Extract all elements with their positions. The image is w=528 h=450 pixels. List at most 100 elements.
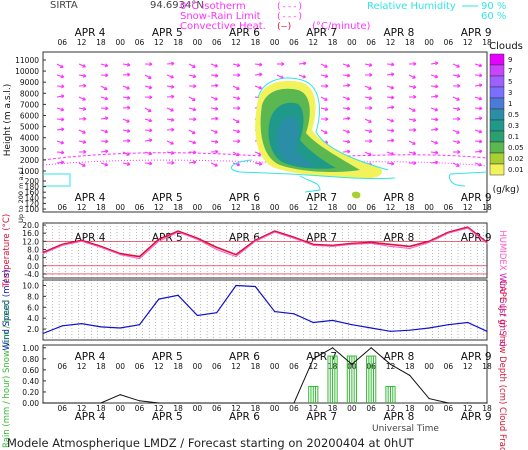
hour-tick-label: 12	[463, 362, 473, 371]
wind-arrow	[100, 140, 109, 143]
wind-arrow-head	[456, 142, 460, 145]
y-axis-label: Wind Speed (m / s)	[2, 269, 12, 350]
wind-arrow-head	[171, 162, 175, 165]
wind-arrow	[254, 162, 262, 165]
wind-arrow-head	[369, 107, 373, 111]
hour-tick-label: 06	[58, 404, 68, 413]
clouds-legend-swatch	[489, 97, 505, 110]
wind-arrow	[232, 162, 240, 166]
wind-speed-point	[312, 321, 314, 324]
y-tick-label: 1.00	[22, 344, 39, 353]
wind-arrow	[452, 140, 460, 144]
wind-arrow-head	[193, 118, 197, 122]
legend-conv-line: (—)	[276, 22, 292, 32]
wind-arrow	[320, 63, 328, 68]
clouds-legend-swatch	[489, 119, 505, 132]
hour-tick-label: 12	[154, 203, 164, 212]
wind-arrow-head	[456, 108, 461, 111]
date-label: APR 9	[461, 411, 492, 423]
temperature-point	[467, 226, 469, 228]
wind-arrow-head	[435, 95, 439, 99]
wind-arrow-head	[61, 95, 65, 99]
wind-arrow	[122, 63, 130, 66]
rh-contour	[230, 159, 396, 180]
hour-tick-label: 12	[308, 203, 318, 212]
wind-arrow	[364, 151, 372, 156]
wind-arrow-head	[390, 87, 394, 90]
wind-arrow-head	[413, 63, 417, 66]
wind-arrow	[78, 96, 86, 101]
wind-arrow	[408, 118, 416, 122]
wind-arrow-head	[478, 98, 482, 101]
wind-arrow-head	[435, 128, 439, 132]
hour-tick-label: 00	[424, 38, 434, 47]
hour-tick-label: 06	[444, 404, 454, 413]
wind-arrow-head	[148, 120, 152, 123]
wind-arrow	[166, 85, 174, 88]
wind-speed-point	[42, 332, 44, 335]
wind-arrow	[430, 118, 439, 121]
hour-tick-label: 00	[270, 203, 280, 212]
hour-tick-label: 00	[193, 404, 203, 413]
rain-point	[274, 402, 276, 404]
wind-speed-point	[389, 330, 392, 332]
wind-arrow	[364, 63, 372, 66]
rain-point	[158, 402, 160, 404]
hour-tick-label: 00	[115, 404, 125, 413]
hour-tick-label: 00	[424, 203, 434, 212]
wind-arrow	[122, 129, 130, 132]
temperature-point	[81, 240, 83, 242]
temperature-point	[428, 241, 430, 243]
y-tick-label: 0.0	[27, 262, 39, 271]
wind-arrow	[430, 140, 438, 144]
wind-arrow-head	[346, 108, 351, 111]
hour-tick-label: 12	[77, 38, 87, 47]
wind-arrow	[56, 63, 64, 68]
temperature-point	[447, 232, 449, 234]
hour-tick-label: 12	[308, 362, 318, 371]
wind-arrow	[430, 128, 439, 131]
temperature-point	[235, 253, 237, 256]
wind-arrow	[232, 129, 240, 133]
wind-arrow-head	[236, 131, 240, 134]
wind-arrow-head	[148, 153, 152, 156]
hour-tick-label: 18	[96, 362, 106, 371]
hour-tick-label: 00	[347, 404, 357, 413]
date-label: APR 5	[152, 27, 183, 39]
rh-contour	[43, 173, 71, 187]
wind-arrow	[188, 140, 196, 144]
hour-tick-label: 18	[173, 38, 183, 47]
wind-arrow	[364, 129, 372, 133]
wind-speed-point	[196, 314, 199, 317]
wind-speed-series	[42, 284, 488, 335]
rh-contour	[449, 171, 488, 187]
wind-arrow-head	[391, 106, 395, 110]
wind-arrow-head	[61, 152, 65, 155]
clouds-legend-swatch	[489, 64, 505, 77]
wind-arrow-head	[126, 64, 131, 67]
hour-tick-label: 00	[424, 362, 434, 371]
wind-arrow	[188, 74, 196, 78]
temperature-point	[331, 245, 334, 248]
hour-tick-label: 12	[154, 38, 164, 47]
isotherm-line	[42, 152, 488, 161]
hour-tick-label: 00	[193, 38, 203, 47]
date-label: APR 5	[152, 411, 183, 423]
wind-arrow	[386, 151, 394, 156]
height-tick: 8000	[20, 89, 39, 98]
wind-arrow	[122, 118, 130, 123]
clouds-legend-title: Clouds	[489, 41, 523, 52]
wind-arrow	[430, 74, 438, 78]
hour-tick-label: 18	[173, 404, 183, 413]
wind-arrow-head	[170, 86, 175, 89]
low-height-axis-label: Up to 200 m a.s.l.	[17, 165, 25, 223]
y-tick-label: 8.0	[27, 292, 39, 301]
hour-tick-label: 18	[251, 38, 261, 47]
hour-tick-label: 06	[212, 362, 222, 371]
rain-point	[370, 347, 372, 349]
wind-arrow-head	[215, 151, 219, 154]
date-label: APR 6	[229, 192, 260, 204]
wind-arrow	[320, 107, 328, 111]
wind-arrow-head	[105, 117, 109, 121]
wind-arrow	[100, 85, 108, 90]
